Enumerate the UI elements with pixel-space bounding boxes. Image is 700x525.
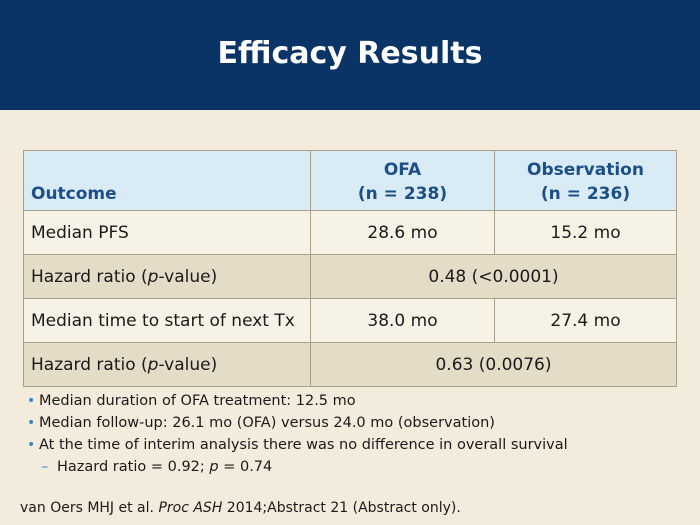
list-item: • Median duration of OFA treatment: 12.5… — [27, 390, 677, 412]
list-item: • Median follow-up: 26.1 mo (OFA) versus… — [27, 412, 677, 434]
list-item: • At the time of interim analysis there … — [27, 434, 677, 456]
row-label-pre: Hazard ratio ( — [31, 266, 148, 287]
efficacy-table-container: Outcome OFA (n = 238) Observation (n = 2… — [23, 150, 677, 387]
table-row: Hazard ratio (p-value) 0.48 (<0.0001) — [23, 254, 677, 299]
header-outcome: Outcome — [23, 150, 311, 211]
row-label-post: -value) — [158, 266, 218, 287]
sub-text-italic: p — [209, 459, 219, 475]
bullet-list: • Median duration of OFA treatment: 12.5… — [27, 390, 677, 478]
row-label: Median PFS — [23, 210, 311, 255]
header-observation-n: (n = 236) — [540, 184, 631, 204]
row-label-italic: p — [147, 354, 159, 375]
list-item-text: Median duration of OFA treatment: 12.5 m… — [39, 393, 356, 409]
cell-merged: 0.63 (0.0076) — [310, 342, 677, 387]
cell-merged: 0.48 (<0.0001) — [310, 254, 677, 299]
dash-icon: – — [41, 459, 49, 475]
sub-text-pre: Hazard ratio = 0.92; — [57, 459, 210, 475]
row-label: Median time to start of next Tx — [23, 298, 311, 343]
row-label-italic: p — [147, 266, 159, 287]
sub-list-item-text: Hazard ratio = 0.92; p = 0.74 — [57, 456, 272, 478]
cell-ofa: 28.6 mo — [310, 210, 495, 255]
header-ofa: OFA (n = 238) — [310, 150, 495, 211]
reference-pre: van Oers MHJ et al. — [20, 500, 159, 516]
cell-ofa: 38.0 mo — [310, 298, 495, 343]
header-observation-name: Observation — [527, 160, 644, 180]
list-item-text: At the time of interim analysis there wa… — [39, 437, 568, 453]
title-banner: Efficacy Results — [0, 0, 700, 110]
table-header-row: Outcome OFA (n = 238) Observation (n = 2… — [23, 150, 677, 211]
cell-observation: 27.4 mo — [494, 298, 677, 343]
reference-journal: Proc ASH — [158, 500, 223, 516]
header-ofa-name: OFA — [383, 160, 422, 180]
table-row: Median time to start of next Tx 38.0 mo … — [23, 298, 677, 343]
bullet-dot-icon: • — [27, 393, 36, 409]
table-row: Hazard ratio (p-value) 0.63 (0.0076) — [23, 342, 677, 387]
list-item-text: Median follow-up: 26.1 mo (OFA) versus 2… — [39, 415, 495, 431]
efficacy-table: Outcome OFA (n = 238) Observation (n = 2… — [23, 150, 677, 387]
row-label: Hazard ratio (p-value) — [23, 342, 311, 387]
sub-list-item: – Hazard ratio = 0.92; p = 0.74 — [27, 456, 677, 478]
header-observation: Observation (n = 236) — [494, 150, 677, 211]
bullet-dot-icon: • — [27, 415, 36, 431]
cell-observation: 15.2 mo — [494, 210, 677, 255]
row-label: Hazard ratio (p-value) — [23, 254, 311, 299]
reference-post: 2014;Abstract 21 (Abstract only). — [222, 500, 461, 516]
row-label-pre: Hazard ratio ( — [31, 354, 148, 375]
page-title: Efficacy Results — [217, 35, 483, 71]
bullet-dot-icon: • — [27, 437, 36, 453]
sub-text-post: = 0.74 — [218, 459, 273, 475]
row-label-post: -value) — [158, 354, 218, 375]
reference-citation: van Oers MHJ et al. Proc ASH 2014;Abstra… — [20, 500, 461, 516]
table-row: Median PFS 28.6 mo 15.2 mo — [23, 210, 677, 255]
header-ofa-n: (n = 238) — [357, 184, 448, 204]
